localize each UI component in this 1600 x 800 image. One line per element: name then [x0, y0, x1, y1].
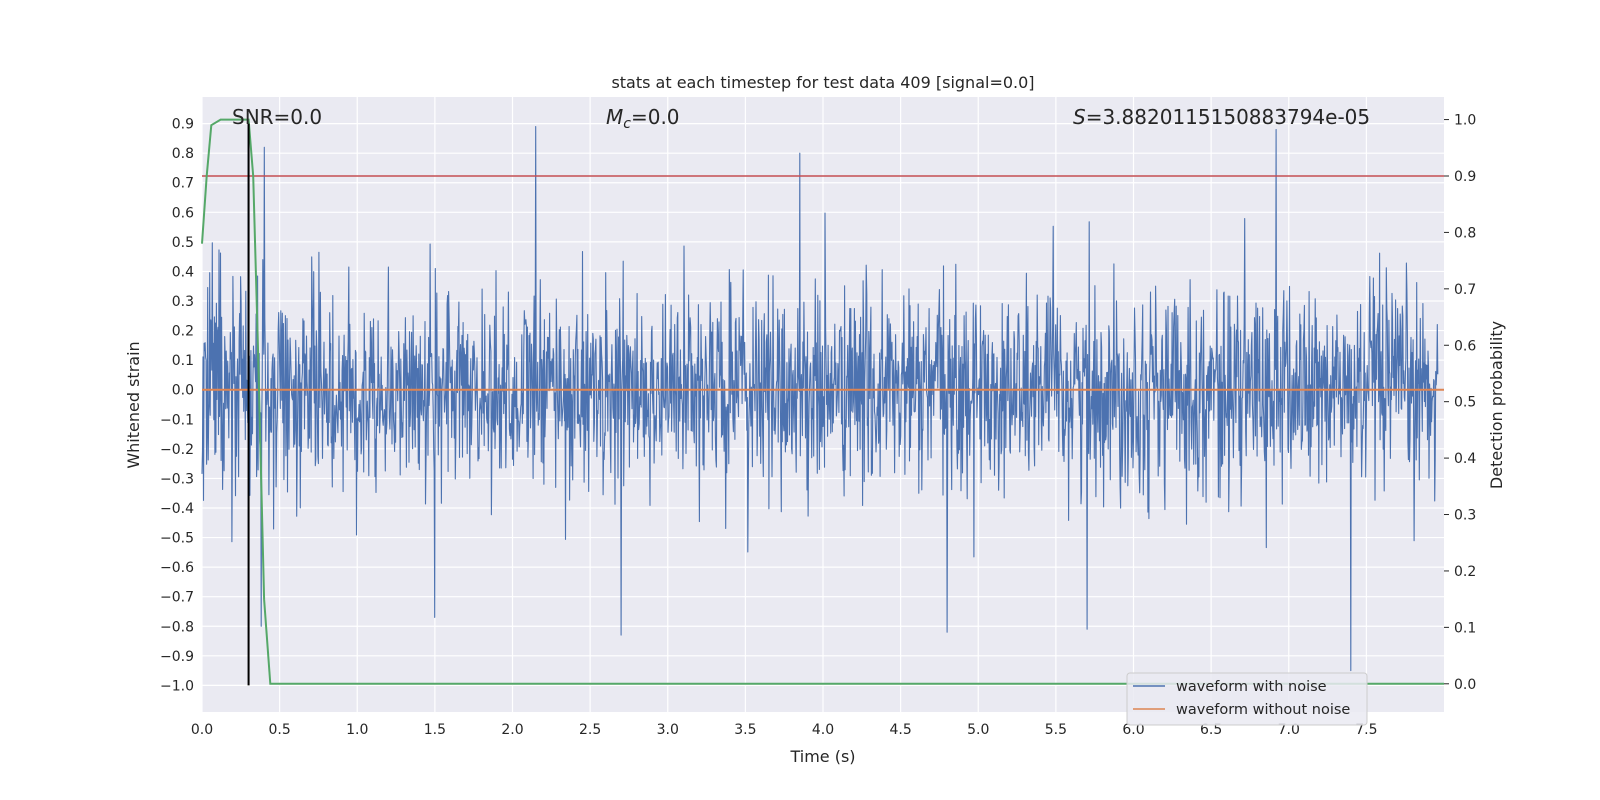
detection-probability-line [201, 118, 1444, 685]
x-tick-label: 5.0 [967, 722, 989, 738]
y-right-tick-label: 0.2 [1454, 564, 1476, 580]
y-left-tick-label: 0.7 [172, 176, 194, 192]
x-tick-label: 2.0 [501, 722, 523, 738]
y-left-tick-label: −0.1 [160, 412, 194, 428]
y-right-tick-label: 0.0 [1454, 677, 1476, 693]
x-tick-label: 7.5 [1355, 722, 1377, 738]
x-tick-label: 7.0 [1278, 722, 1300, 738]
y-right-tick-label: 0.3 [1454, 508, 1476, 524]
y-left-tick-labels: 0.9 0.8 0.7 0.6 0.5 0.4 0.3 0.2 0.1 0.0 −0.1 −0.2 −0… [160, 117, 194, 695]
chart-title: stats at each timestep for test data 409… [611, 73, 1034, 92]
x-tick-label: 0.5 [268, 722, 290, 738]
x-axis-label: Time (s) [789, 747, 855, 766]
significance-annotation: S=3.8820115150883794e-05 [1073, 105, 1370, 129]
y-right-tick-label: 1.0 [1454, 113, 1476, 129]
y-left-tick-label: 0.3 [172, 294, 194, 310]
x-tick-label: 2.5 [579, 722, 601, 738]
y-left-tick-label: 0.8 [172, 146, 194, 162]
y-left-tick-label: −1.0 [160, 678, 194, 694]
x-tick-label: 3.0 [657, 722, 679, 738]
x-tick-label: 3.5 [734, 722, 756, 738]
snr-annotation: SNR=0.0 [232, 105, 322, 129]
y-left-tick-label: −0.6 [160, 560, 194, 576]
y-left-tick-label: 0.5 [172, 235, 194, 251]
y-left-tick-label: −0.7 [160, 590, 194, 606]
legend-label-clean: waveform without noise [1176, 702, 1350, 718]
x-tick-label: 5.5 [1045, 722, 1067, 738]
x-tick-label: 1.0 [346, 722, 368, 738]
y-left-tick-label: −0.5 [160, 531, 194, 547]
y-right-tick-label: 0.8 [1454, 225, 1476, 241]
y-right-tick-label: 0.6 [1454, 338, 1476, 354]
y-right-tick-label: 0.4 [1454, 451, 1476, 467]
y-left-tick-label: −0.8 [160, 619, 194, 635]
series-waveform-with-noise [201, 123, 1439, 672]
y-left-tick-label: 0.9 [172, 117, 194, 133]
y-right-tick-label: 0.7 [1454, 282, 1476, 298]
y-left-tick-label: 0.4 [172, 264, 194, 280]
y-right-axis-label: Detection probability [1487, 321, 1506, 489]
y-right-tick-labels: 0.0 0.1 0.2 0.3 0.4 0.5 0.6 0.7 0.8 0.9 1.0 [1444, 113, 1476, 693]
y-left-tick-label: −0.4 [160, 501, 194, 517]
x-tick-label: 0.0 [191, 722, 213, 738]
legend-box [1126, 672, 1368, 726]
waveform-with-noise-line [201, 123, 1439, 672]
y-left-tick-label: 0.0 [172, 383, 194, 399]
y-left-tick-label: −0.3 [160, 471, 194, 487]
x-tick-label: 4.0 [812, 722, 834, 738]
legend-label-noise: waveform with noise [1176, 679, 1327, 695]
y-right-tick-label: 0.5 [1454, 395, 1476, 411]
y-right-tick-label: 0.1 [1454, 620, 1476, 636]
y-left-tick-label: −0.2 [160, 442, 194, 458]
x-tick-label: 6.0 [1122, 722, 1144, 738]
y-left-tick-label: −0.9 [160, 649, 194, 665]
y-right-tick-label: 0.9 [1454, 169, 1476, 185]
y-left-axis-label: Whitened strain [124, 341, 143, 468]
legend: waveform with noise waveform without noi… [1126, 672, 1368, 726]
x-tick-label: 1.5 [424, 722, 446, 738]
x-tick-label: 4.5 [889, 722, 911, 738]
y-left-tick-label: 0.6 [172, 205, 194, 221]
series-lines [201, 118, 1444, 686]
x-tick-label: 6.5 [1200, 722, 1222, 738]
y-left-tick-label: 0.2 [172, 324, 194, 340]
y-left-tick-label: 0.1 [172, 353, 194, 369]
chirp-mass-annotation: Mc=0.0 [606, 105, 680, 132]
x-tick-labels: 0.0 0.5 1.0 1.5 2.0 2.5 3.0 3.5 4.0 4.5 5.0 5.5 6.0 6… [191, 722, 1378, 738]
